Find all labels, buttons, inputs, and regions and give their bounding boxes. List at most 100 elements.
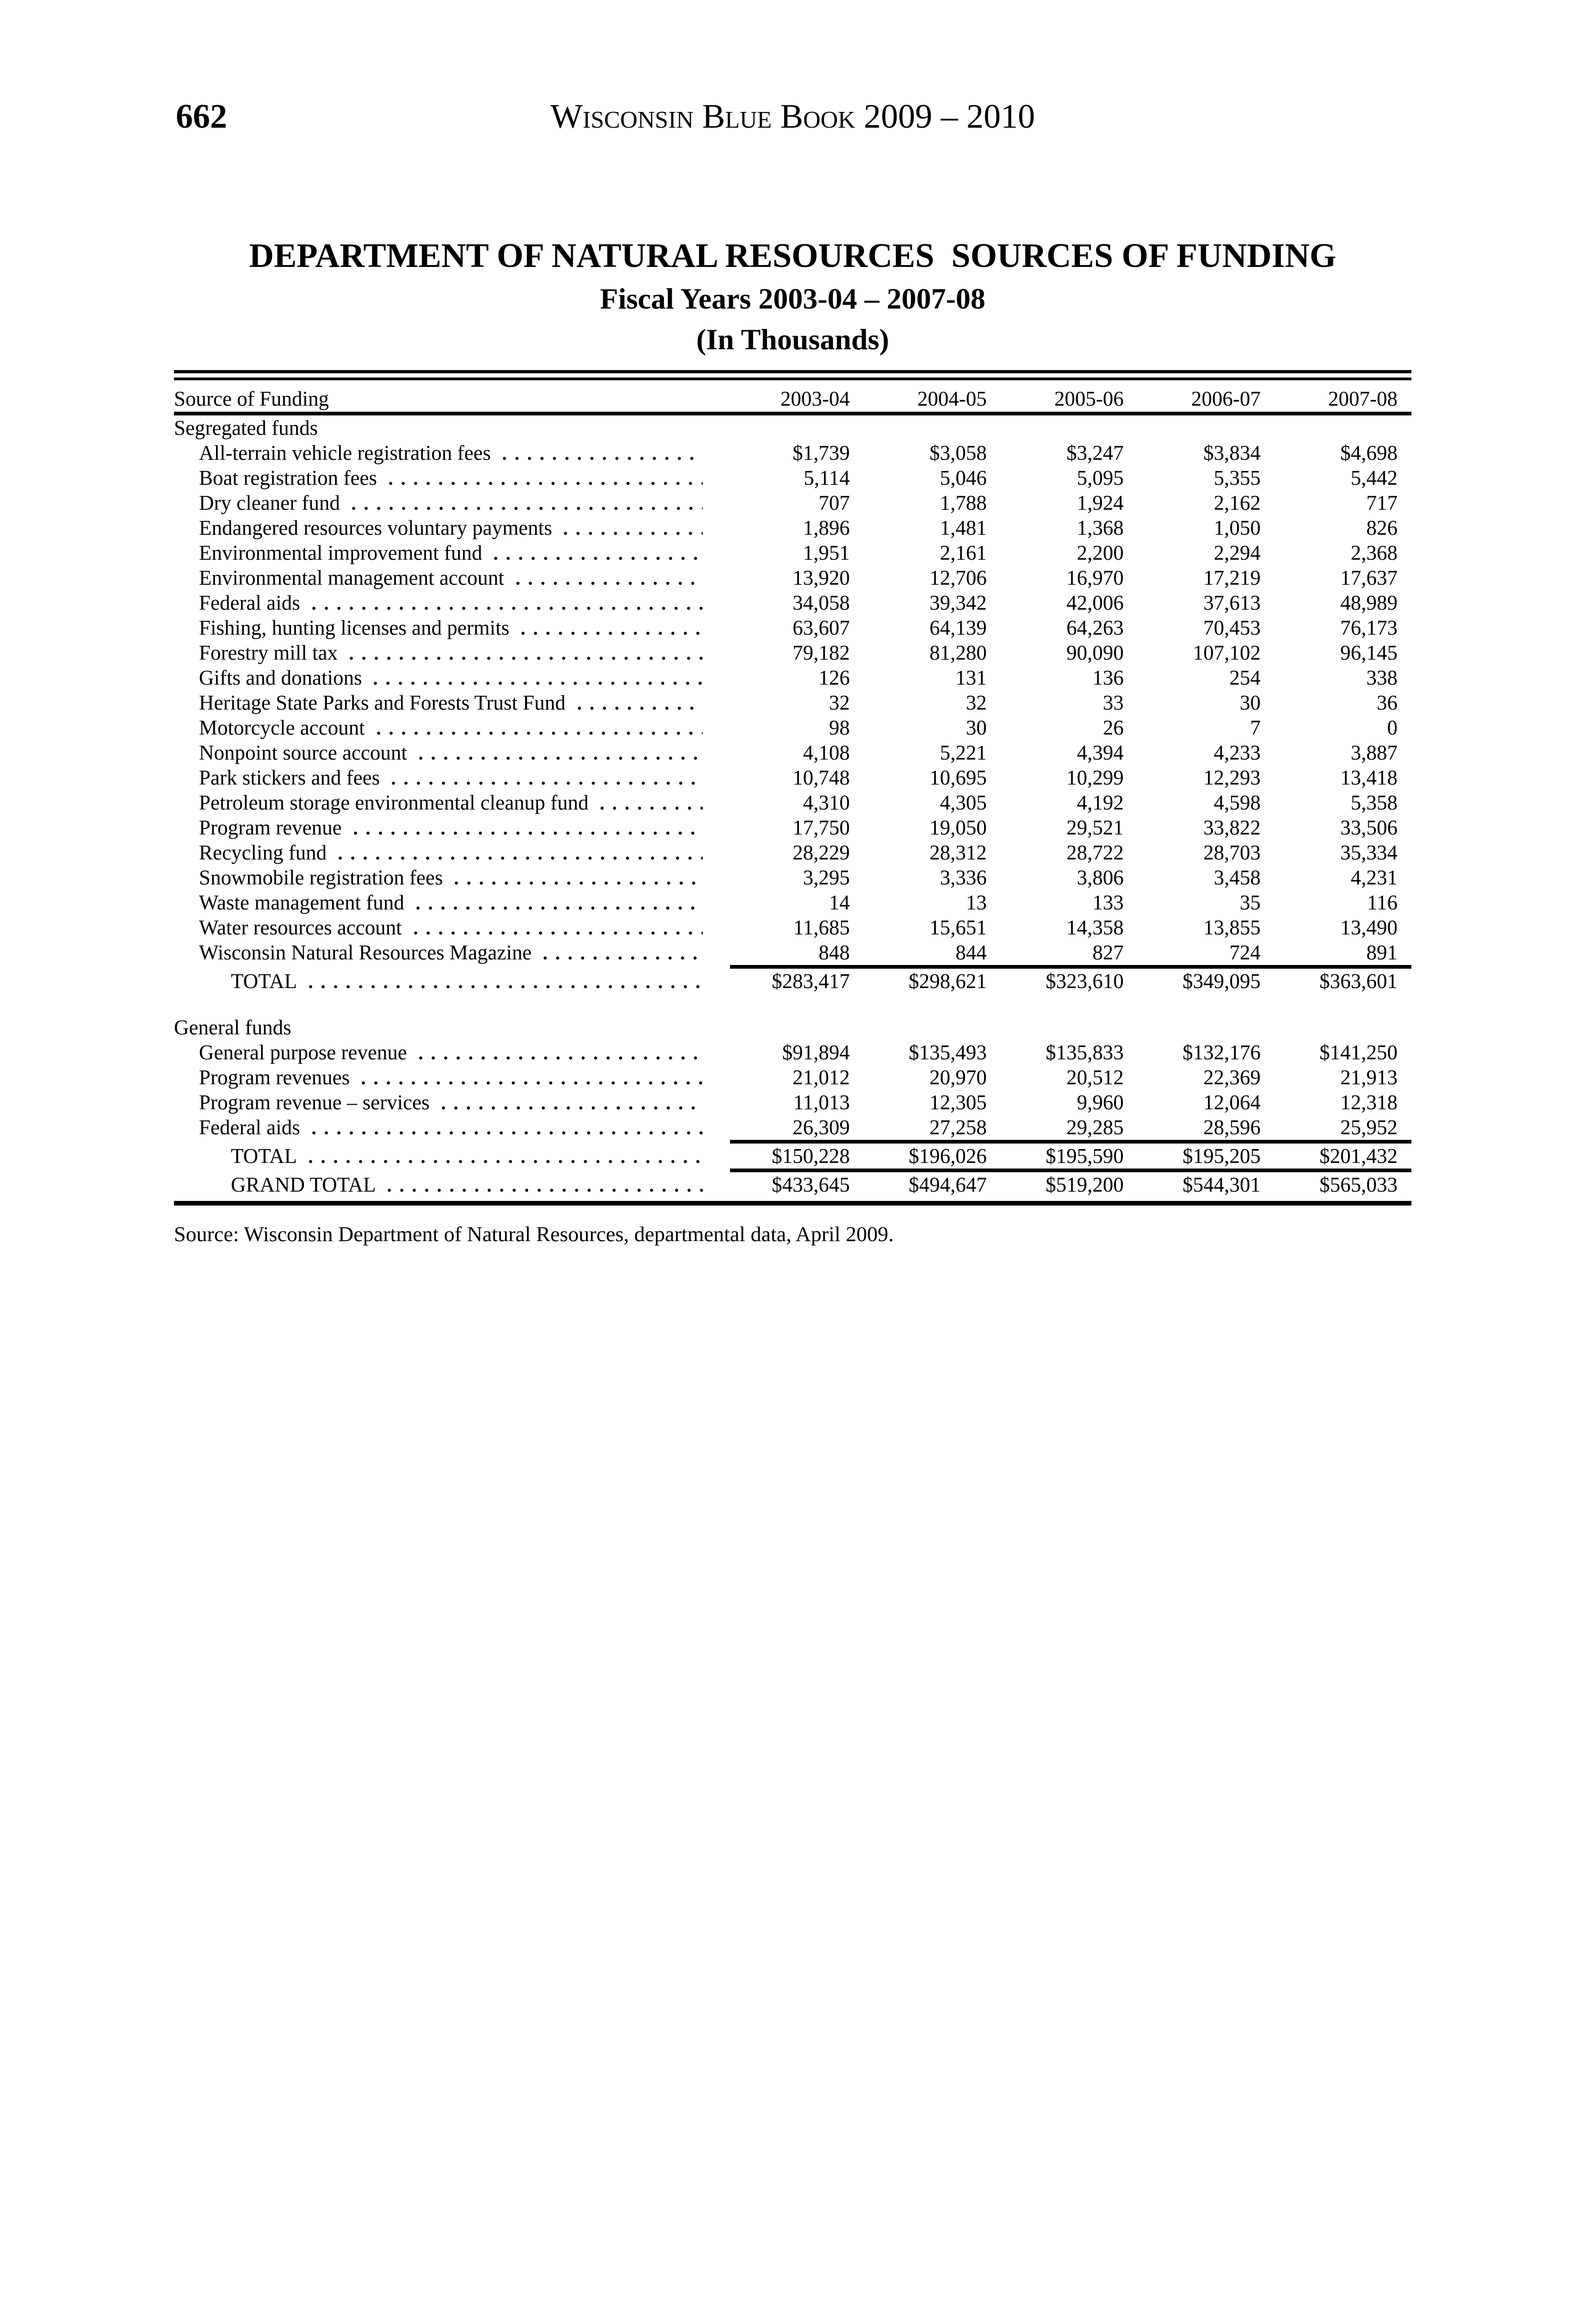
row-value: 3,336 (940, 866, 987, 889)
table-row: Motorcycle account 98 30 26 7 0 (174, 715, 1411, 740)
row-value: 30 (1240, 691, 1261, 714)
row-value: 254 (1229, 666, 1261, 689)
row-value: $1,739 (792, 441, 850, 464)
row-value: 35 (1240, 891, 1261, 914)
row-value: $3,247 (1066, 441, 1124, 464)
table-row: Petroleum storage environmental cleanup … (174, 790, 1411, 815)
row-value: 3,887 (1350, 741, 1398, 764)
row-value: 1,368 (1076, 516, 1124, 539)
row-value: 10,299 (1066, 766, 1124, 789)
row-label-cell: Gifts and donations (174, 665, 713, 690)
row-value: 12,706 (929, 566, 987, 589)
dot-leader (384, 465, 703, 490)
table-row: Environmental improvement fund 1,951 2,161… (174, 540, 1411, 565)
row-value: 5,221 (940, 741, 987, 764)
row-label: Park stickers and fees (199, 766, 380, 789)
dot-leader (372, 715, 703, 740)
row-value: 32 (966, 691, 987, 714)
dot-leader (307, 1115, 703, 1140)
section-label-cell: Segregated funds (174, 415, 713, 440)
row-value: 76,173 (1340, 616, 1398, 639)
row-label: GRAND TOTAL (231, 1173, 376, 1196)
row-value: 107,102 (1193, 641, 1261, 664)
row-value: 28,722 (1066, 841, 1124, 864)
row-value: 0 (1387, 716, 1398, 739)
row-value: $3,058 (929, 441, 987, 464)
row-value: 17,637 (1340, 566, 1398, 589)
row-value: 26,309 (792, 1116, 850, 1139)
row-label: General purpose revenue (199, 1041, 407, 1064)
row-value: 9,960 (1076, 1091, 1124, 1114)
row-value: 133 (1092, 891, 1124, 914)
row-value: 64,139 (929, 616, 987, 639)
row-value: 2,161 (940, 541, 987, 564)
row-label-cell: All-terrain vehicle registration fees (174, 440, 713, 465)
row-label-cell: Program revenue – services (174, 1090, 713, 1115)
column-header-row: Source of Funding 2003-04 2004-05 2005-0… (174, 380, 1411, 415)
table-row: All-terrain vehicle registration fees $1,… (174, 440, 1411, 465)
row-value: 33,822 (1203, 816, 1261, 839)
running-header: 662 Wisconsin Blue Book 2009 – 2010 (174, 95, 1411, 139)
dot-leader (304, 969, 703, 994)
row-value: 48,989 (1340, 591, 1398, 614)
row-value: 827 (1092, 941, 1124, 964)
column-header-year: 2005-06 (1054, 387, 1124, 410)
grand-total-rule (730, 1169, 1411, 1172)
row-label-cell: Motorcycle account (174, 715, 713, 740)
row-label-cell: Recycling fund (174, 840, 713, 865)
dot-leader (450, 865, 703, 890)
row-value: 4,598 (1213, 791, 1261, 814)
row-label: Nonpoint source account (199, 741, 407, 764)
column-header-source: Source of Funding (174, 387, 329, 410)
row-label: Motorcycle account (199, 716, 365, 739)
row-label: Boat registration fees (199, 466, 377, 489)
row-value: 98 (829, 716, 850, 739)
row-value: $544,301 (1182, 1173, 1261, 1196)
row-value: 39,342 (929, 591, 987, 614)
row-value: 37,613 (1203, 591, 1261, 614)
row-value: 27,258 (929, 1116, 987, 1139)
table-row: Endangered resources voluntary payments 1… (174, 515, 1411, 540)
row-value: 11,685 (793, 916, 850, 939)
dot-leader (511, 565, 703, 590)
row-label: Petroleum storage environmental cleanup … (199, 791, 589, 814)
row-label: Water resources account (199, 916, 402, 939)
section-header-row: Segregated funds (174, 415, 1411, 440)
row-label-cell: Forestry mill tax (174, 640, 713, 665)
dot-leader (387, 765, 703, 790)
column-header-year: 2004-05 (917, 387, 987, 410)
dot-leader (369, 665, 703, 690)
table-row: Program revenues 21,012 20,970 20,512 22,369… (174, 1065, 1411, 1090)
row-value: 22,369 (1203, 1066, 1261, 1089)
row-value: 12,305 (929, 1091, 987, 1114)
row-label: Program revenue (199, 816, 342, 839)
row-label-cell: Dry cleaner fund (174, 490, 713, 515)
row-label: Dry cleaner fund (199, 491, 340, 514)
total-rule (730, 965, 1411, 969)
row-label-cell: TOTAL (174, 1144, 713, 1169)
row-value: 4,305 (940, 791, 987, 814)
row-value: 90,090 (1066, 641, 1124, 664)
row-label-cell: Fishing, hunting licenses and permits (174, 615, 713, 640)
row-label: All-terrain vehicle registration fees (199, 441, 491, 464)
table-row: Program revenue 17,750 19,050 29,521 33,822 3… (174, 815, 1411, 840)
row-label-cell: TOTAL (174, 969, 713, 994)
row-value: 136 (1092, 666, 1124, 689)
row-value: $195,205 (1182, 1144, 1261, 1168)
row-label-cell: Endangered resources voluntary payments (174, 515, 713, 540)
row-value: 10,695 (929, 766, 987, 789)
section-name: General funds (174, 1016, 291, 1039)
row-label: Forestry mill tax (199, 641, 338, 664)
row-value: $349,095 (1182, 970, 1261, 993)
row-value: 2,162 (1213, 491, 1261, 514)
row-value: $298,621 (909, 970, 987, 993)
row-label-cell: Snowmobile registration fees (174, 865, 713, 890)
table-body: Segregated funds All-terrain vehicle regi… (174, 415, 1411, 1206)
row-value: 11,013 (793, 1091, 850, 1114)
page-number: 662 (176, 98, 227, 136)
row-label-cell: Program revenue (174, 815, 713, 840)
row-value: 116 (1367, 891, 1398, 914)
dot-leader (345, 640, 703, 665)
row-label-cell: Environmental management account (174, 565, 713, 590)
